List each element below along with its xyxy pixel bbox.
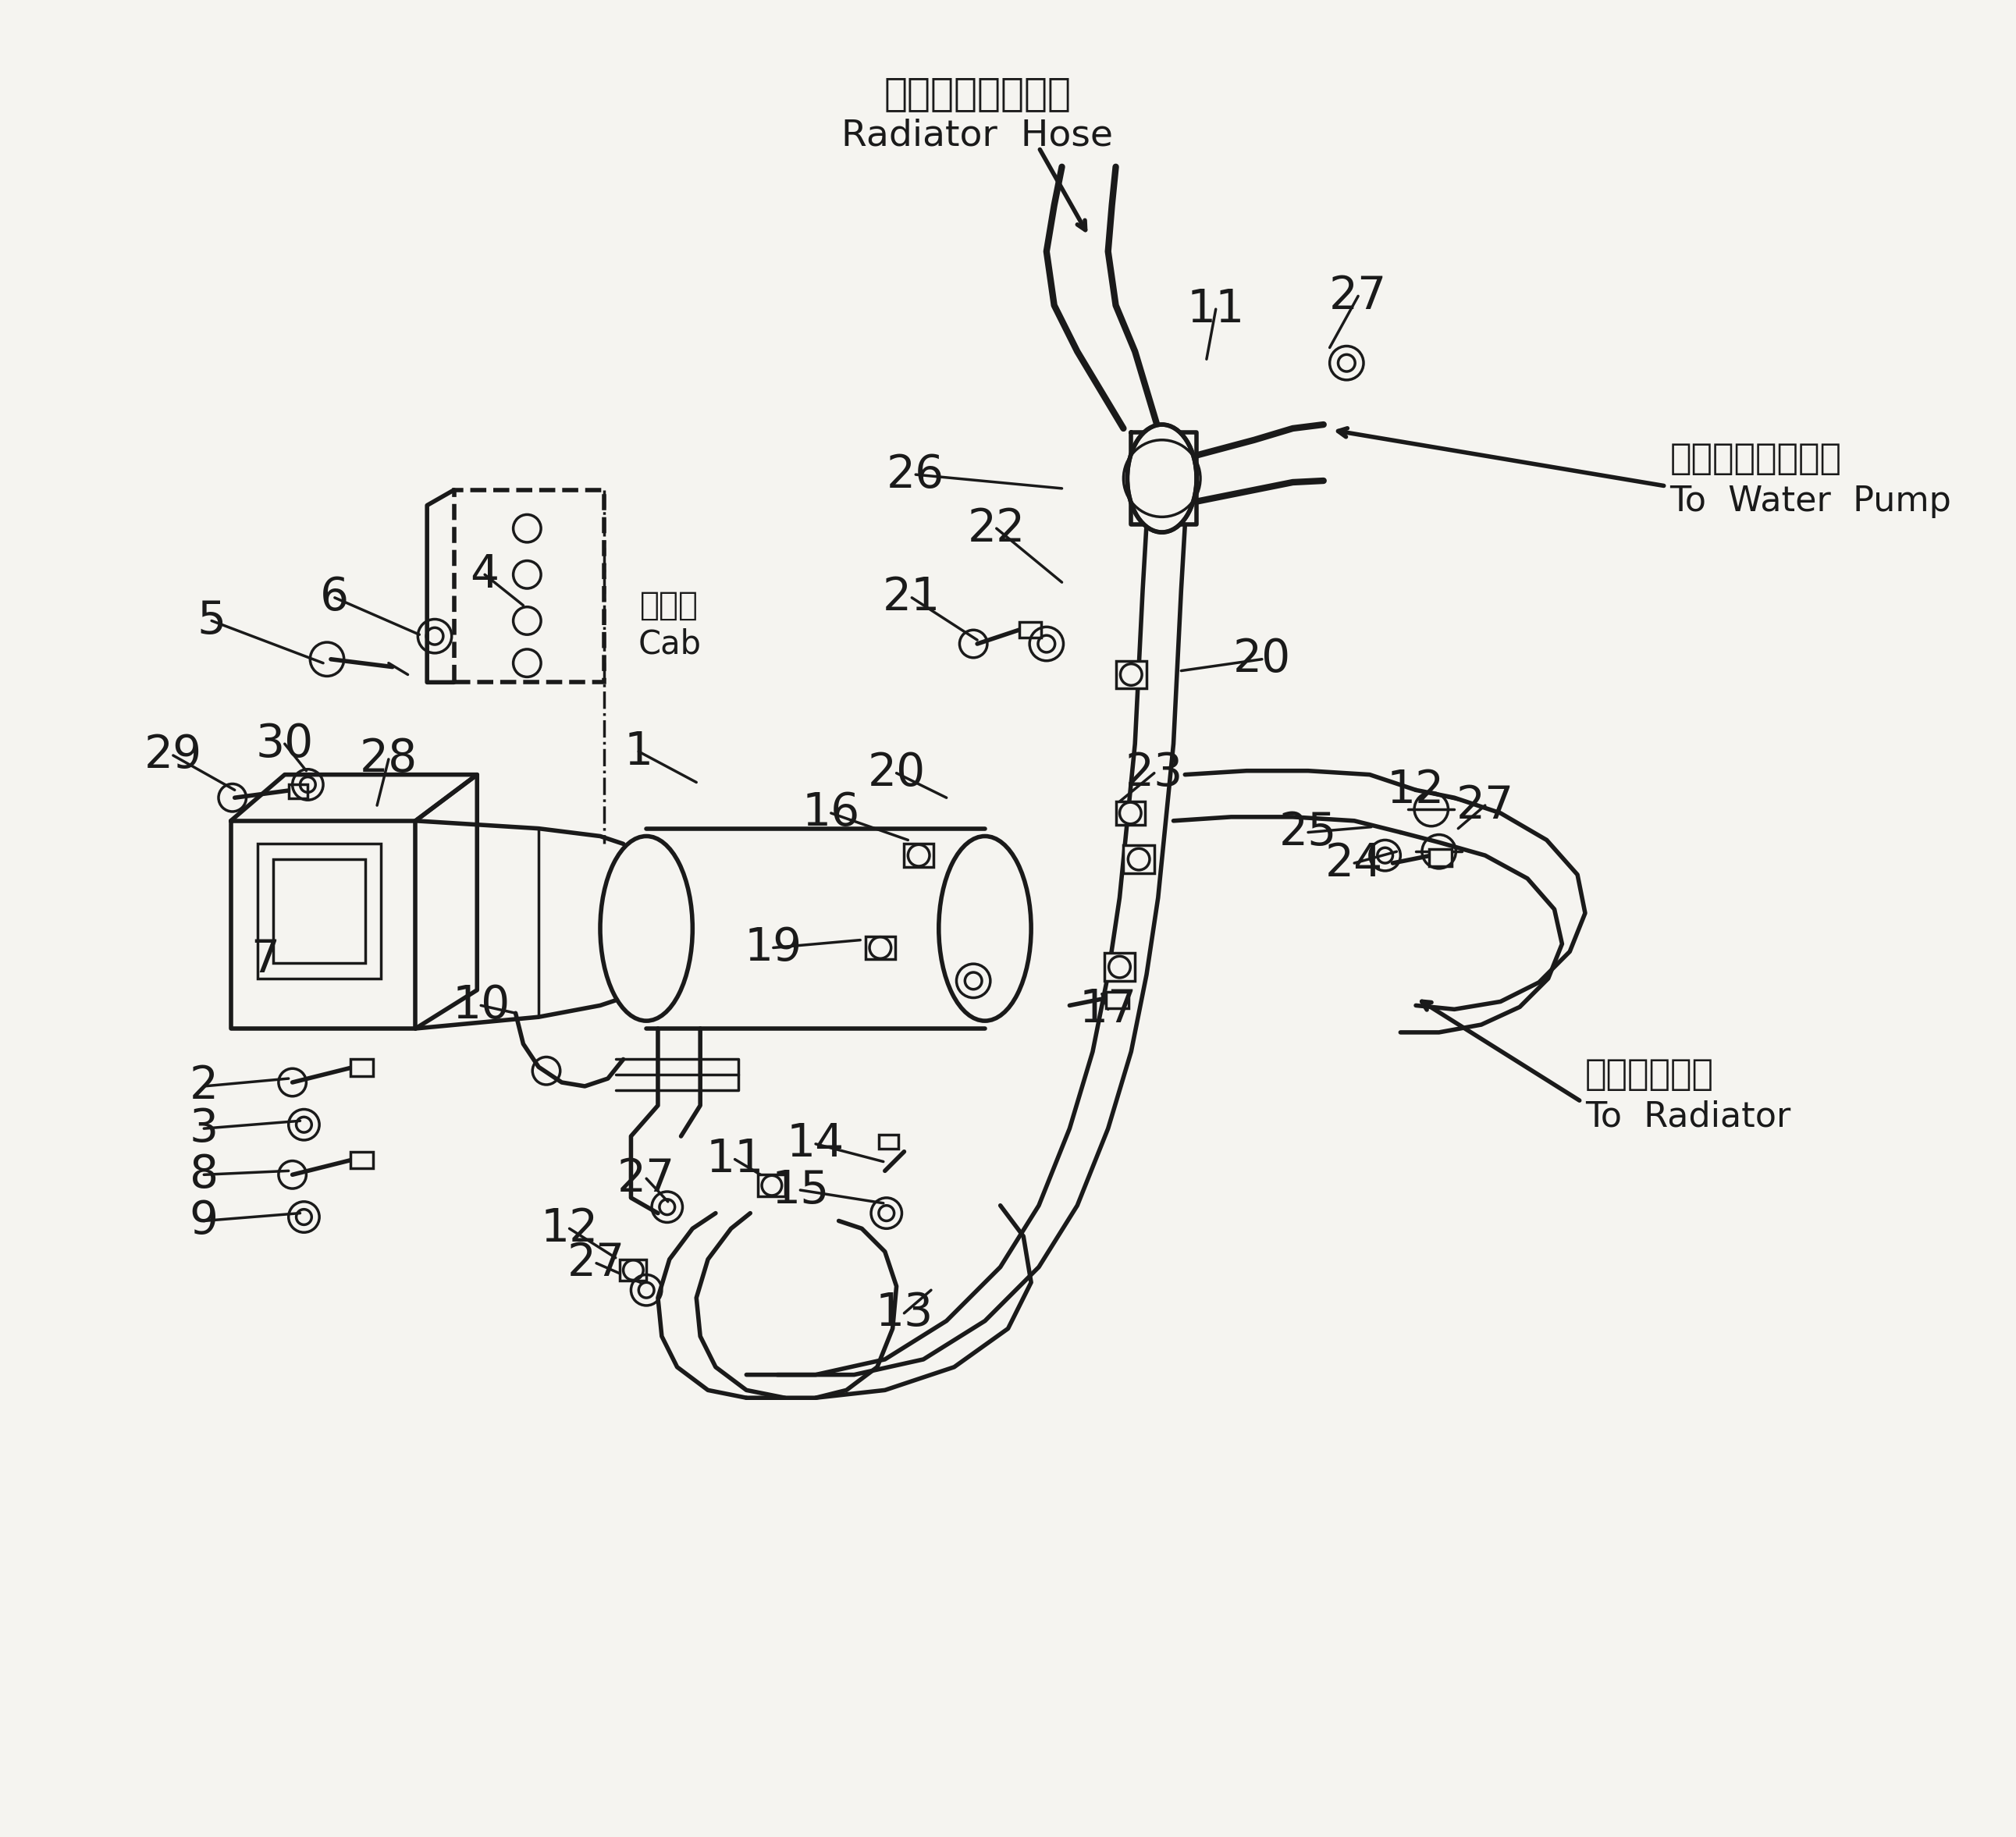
Text: Cab: Cab: [637, 628, 702, 659]
Bar: [1123, 845, 1155, 873]
Text: 27: 27: [1456, 783, 1514, 828]
Text: 10: 10: [452, 983, 510, 1027]
Bar: [454, 490, 605, 682]
Text: To  Radiator: To Radiator: [1585, 1100, 1790, 1133]
Text: Radiator  Hose: Radiator Hose: [841, 119, 1113, 154]
Ellipse shape: [1127, 424, 1198, 533]
Ellipse shape: [601, 836, 694, 1021]
Text: 16: 16: [802, 792, 861, 836]
Bar: [351, 1060, 373, 1076]
Bar: [1429, 849, 1452, 867]
Text: 23: 23: [1125, 751, 1183, 795]
Text: 20: 20: [867, 751, 925, 795]
Text: 24: 24: [1325, 841, 1383, 885]
Bar: [1115, 661, 1147, 689]
Bar: [879, 1135, 897, 1148]
Text: 22: 22: [968, 507, 1026, 551]
Text: 17: 17: [1079, 986, 1137, 1032]
Bar: [865, 937, 895, 959]
Text: 18: 18: [952, 957, 1010, 1001]
Bar: [258, 843, 381, 979]
Text: 13: 13: [875, 1291, 933, 1335]
Bar: [351, 1152, 373, 1168]
Text: 3: 3: [190, 1106, 218, 1150]
Bar: [903, 843, 933, 867]
Text: 14: 14: [786, 1122, 845, 1166]
Text: 4: 4: [470, 553, 500, 597]
Bar: [1105, 953, 1135, 981]
Text: 25: 25: [1278, 810, 1337, 854]
Text: 28: 28: [359, 737, 417, 781]
Text: 11: 11: [1187, 287, 1244, 331]
Text: 2: 2: [190, 1064, 218, 1108]
Text: 5: 5: [198, 599, 226, 643]
Text: 12: 12: [1387, 768, 1445, 812]
Text: ラジエータホース: ラジエータホース: [883, 75, 1070, 112]
Text: 21: 21: [883, 575, 941, 619]
Bar: [288, 784, 308, 799]
Ellipse shape: [939, 836, 1030, 1021]
Bar: [758, 1174, 784, 1196]
Text: 8: 8: [190, 1152, 218, 1198]
Text: 19: 19: [744, 926, 802, 970]
Text: 1: 1: [625, 729, 653, 773]
Text: To  Water  Pump: To Water Pump: [1669, 485, 1951, 518]
Text: ラジエータヘ: ラジエータヘ: [1585, 1056, 1714, 1093]
Text: 6: 6: [321, 575, 349, 619]
Bar: [1105, 992, 1129, 1009]
Text: 12: 12: [540, 1207, 599, 1251]
Bar: [272, 860, 365, 963]
Bar: [1020, 623, 1040, 637]
Text: 26: 26: [887, 452, 946, 496]
Text: 27: 27: [1329, 274, 1387, 318]
Text: 30: 30: [256, 722, 314, 766]
Text: 11: 11: [706, 1137, 764, 1181]
Text: 27: 27: [566, 1242, 625, 1286]
Text: 27: 27: [617, 1155, 675, 1201]
Text: キャブ: キャブ: [641, 590, 700, 621]
Text: 9: 9: [190, 1198, 218, 1244]
Bar: [619, 1260, 647, 1280]
Text: 29: 29: [145, 733, 202, 777]
Text: 7: 7: [250, 937, 280, 981]
Text: ウォータポンプヘ: ウォータポンプヘ: [1669, 441, 1841, 478]
Text: 15: 15: [772, 1168, 829, 1212]
Bar: [1115, 801, 1145, 825]
Text: 20: 20: [1234, 637, 1290, 682]
